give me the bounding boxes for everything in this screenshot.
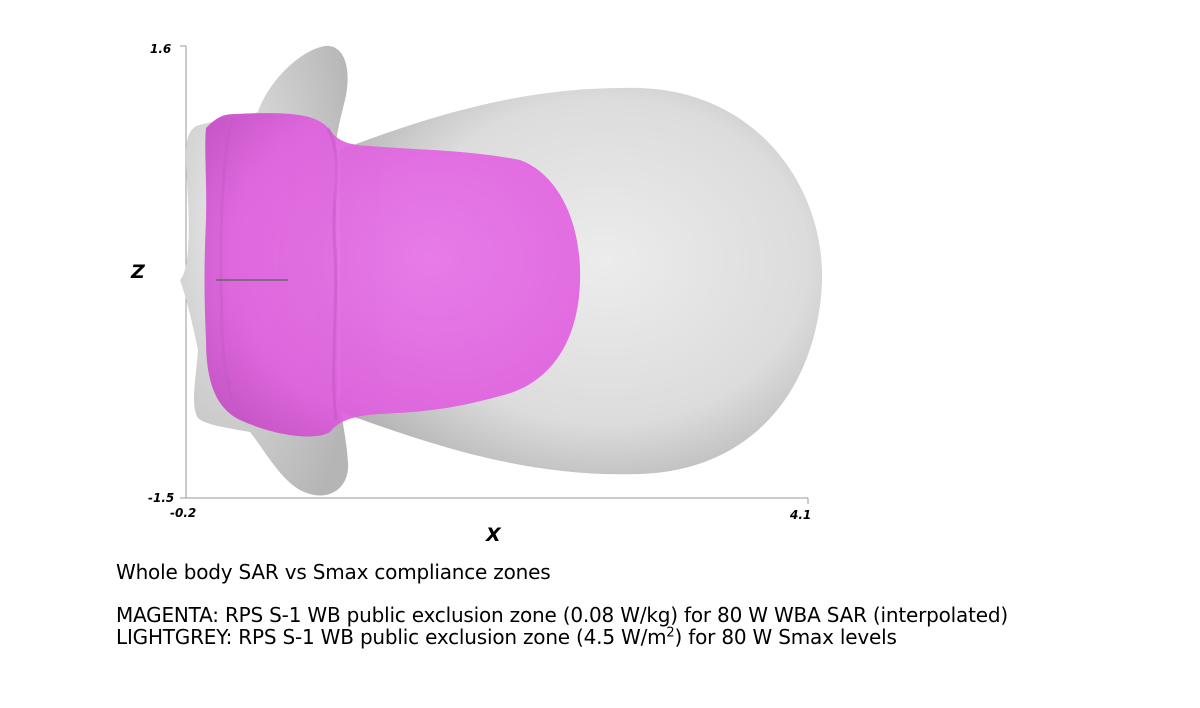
caption-magenta-legend: MAGENTA: RPS S-1 WB public exclusion zon… — [116, 604, 1008, 626]
caption-title: Whole body SAR vs Smax compliance zones — [116, 561, 550, 583]
caption-lightgrey-suffix: ) for 80 W Smax levels — [675, 625, 897, 649]
x-min-label: -0.2 — [170, 506, 196, 520]
z-max-label: 1.6 — [150, 42, 171, 56]
caption-lightgrey-legend: LIGHTGREY: RPS S-1 WB public exclusion z… — [116, 626, 897, 648]
caption-lightgrey-prefix: LIGHTGREY: RPS S-1 WB public exclusion z… — [116, 625, 666, 649]
x-max-label: 4.1 — [789, 508, 811, 522]
caption-lightgrey-superscript: 2 — [666, 625, 674, 640]
z-min-label: -1.5 — [148, 491, 174, 505]
z-axis-label: Z — [130, 261, 146, 283]
x-axis-label: X — [485, 524, 502, 546]
